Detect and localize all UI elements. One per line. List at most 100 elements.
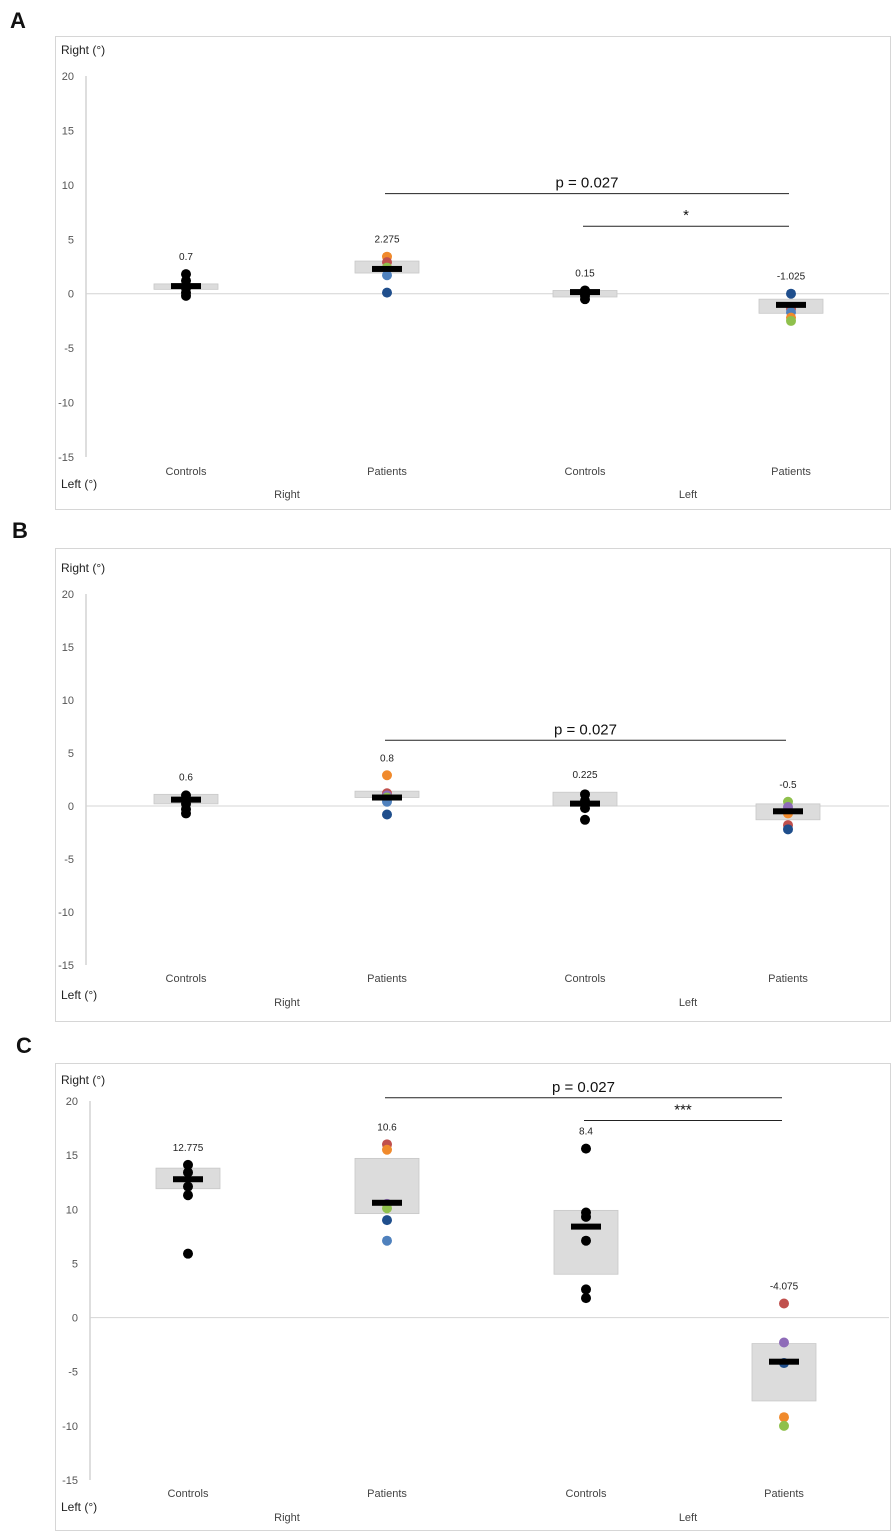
panel-c-mean-bar [372, 1199, 402, 1206]
panel-b-y-axis-bottom-label: Left (°) [61, 988, 97, 1002]
panel-b-mean-bar [372, 794, 402, 801]
panel-c-data-point [382, 1215, 392, 1226]
panel-b-category-label: Controls [166, 973, 207, 985]
panel-a-mean-bar [570, 289, 600, 296]
panel-b-y-tick-label: -5 [64, 854, 74, 866]
panel-a-y-axis-top-label: Right (°) [61, 43, 105, 57]
panel-c-data-point [581, 1284, 591, 1295]
panel-b-mean-label: 0.6 [179, 772, 193, 783]
panel-c-data-point [779, 1420, 789, 1431]
panel-b-data-point [382, 809, 392, 820]
panel-a-data-point [181, 290, 191, 301]
panel-letter-b: B [12, 518, 28, 543]
panel-c-y-tick-label: 5 [72, 1258, 78, 1270]
panel-c-y-tick-label: 20 [66, 1096, 78, 1108]
panel-c-y-tick-label: 15 [66, 1150, 78, 1162]
panel-b-category-label: Patients [367, 973, 407, 985]
panel-c-y-tick-label: -10 [62, 1421, 78, 1433]
panel-b-data-point [783, 824, 793, 835]
panel-c-y-axis-bottom-label: Left (°) [61, 1500, 97, 1514]
panel-c-mean-bar [769, 1358, 799, 1365]
panel-c-group-label: Right [274, 1512, 300, 1524]
panel-b-group-label: Left [679, 997, 697, 1009]
panel-c-y-axis-top-label: Right (°) [61, 1073, 105, 1087]
panel-b-mean-label: -0.5 [779, 780, 797, 791]
panel-c-category-label: Patients [367, 1488, 407, 1500]
panel-c-y-tick-label: -5 [68, 1367, 78, 1379]
panel-b-y-tick-label: 5 [68, 748, 74, 760]
panel-a-y-tick-label: 15 [62, 125, 74, 137]
panel-b-y-tick-label: -10 [58, 907, 74, 919]
panel-c-frame [55, 1063, 891, 1531]
panel-a-category-label: Controls [166, 466, 207, 478]
panel-c-mean-bar [571, 1223, 601, 1230]
panel-a-mean-label: -1.025 [777, 272, 806, 283]
panel-a-data-point [382, 270, 392, 281]
panel-b-mean-bar [171, 796, 201, 803]
panel-c-category-label: Controls [168, 1488, 209, 1500]
panel-c-data-point [779, 1298, 789, 1309]
panel-c-data-point [183, 1159, 193, 1170]
panel-a-data-point [786, 288, 796, 299]
panel-b-y-tick-label: 0 [68, 801, 74, 813]
panel-b-y-tick-label: 10 [62, 695, 74, 707]
panel-b-data-point [580, 814, 590, 825]
panel-c-data-point [183, 1167, 193, 1178]
panel-c-data-point [183, 1181, 193, 1192]
panel-b-mean-label: 0.225 [572, 770, 597, 781]
panel-a-category-label: Patients [367, 466, 407, 478]
panel-c-data-point [779, 1412, 789, 1423]
panel-c-data-point [581, 1235, 591, 1246]
panel-c-mean-label: 12.775 [173, 1143, 204, 1154]
panel-b-y-tick-label: -15 [58, 960, 74, 972]
panel-c-data-point [779, 1337, 789, 1348]
panel-a-y-tick-label: 0 [68, 289, 74, 301]
panel-a-y-tick-label: 20 [62, 71, 74, 83]
panel-c-data-point [581, 1293, 591, 1304]
panel-b-data-point [181, 808, 191, 819]
panel-a-mean-label: 0.7 [179, 252, 193, 263]
panel-a-mean-bar [372, 265, 402, 272]
panel-letter-a: A [10, 8, 26, 33]
panel-b-significance-label: p = 0.027 [554, 721, 617, 738]
panel-a-group-label: Left [679, 489, 697, 501]
panel-a-mean-label: 0.15 [575, 268, 595, 279]
panel-c-y-tick-label: -15 [62, 1475, 78, 1487]
panel-b-mean-bar [570, 800, 600, 807]
panel-b-mean-label: 0.8 [380, 753, 394, 764]
panel-a-data-point [786, 315, 796, 326]
panel-c-y-tick-label: 0 [72, 1313, 78, 1325]
panel-b-data-point [382, 770, 392, 781]
panel-c-mean-label: 8.4 [579, 1127, 593, 1138]
panel-a-group-label: Right [274, 489, 300, 501]
panel-a-y-tick-label: -10 [58, 398, 74, 410]
panel-b-group-label: Right [274, 997, 300, 1009]
panel-c-significance-label: *** [674, 1101, 692, 1118]
panel-letter-c: C [16, 1033, 32, 1058]
panel-a-y-axis-bottom-label: Left (°) [61, 477, 97, 491]
panel-a-category-label: Controls [565, 466, 606, 478]
panel-a-significance-label: * [683, 207, 689, 224]
panel-b-category-label: Controls [565, 973, 606, 985]
panel-c-data-point [183, 1190, 193, 1201]
panel-b-category-label: Patients [768, 973, 808, 985]
panel-a-mean-bar [776, 301, 806, 308]
panel-c-data-point [183, 1248, 193, 1259]
panel-a-significance-label: p = 0.027 [556, 175, 619, 192]
panel-a-category-label: Patients [771, 466, 811, 478]
panel-c-data-point [581, 1143, 591, 1154]
panel-c-mean-label: -4.075 [770, 1281, 799, 1292]
panel-c-data-point [382, 1235, 392, 1246]
panel-b-mean-bar [773, 808, 803, 815]
panel-c-box [751, 1343, 817, 1402]
panel-a-data-point [580, 294, 590, 305]
panel-a-mean-label: 2.275 [374, 235, 399, 246]
panel-c-group-label: Left [679, 1512, 697, 1524]
panel-c-data-point [382, 1144, 392, 1155]
panel-a-data-point [382, 287, 392, 298]
panel-a-y-tick-label: 10 [62, 180, 74, 192]
panel-c-data-point [581, 1211, 591, 1222]
panel-b-y-tick-label: 20 [62, 589, 74, 601]
panel-c-significance-label: p = 0.027 [552, 1079, 615, 1096]
